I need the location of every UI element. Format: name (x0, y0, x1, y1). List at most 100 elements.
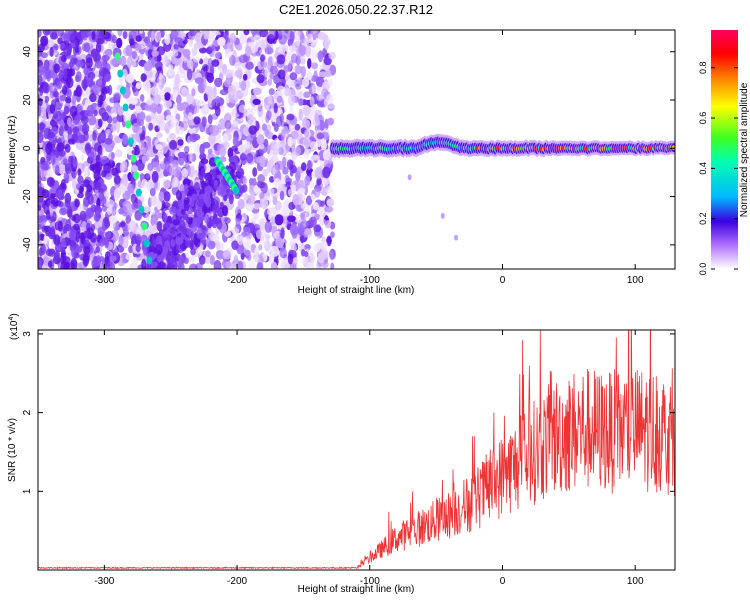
y-tick-label: -20 (22, 189, 33, 204)
noise-blob (43, 234, 48, 245)
noise-blob (56, 81, 62, 90)
noise-blob (264, 47, 274, 55)
noise-blob (275, 237, 284, 248)
noise-blob (181, 208, 186, 215)
noise-blob (286, 113, 295, 121)
noise-blob (222, 205, 228, 216)
noise-blob (278, 147, 284, 156)
noise-blob (113, 103, 121, 115)
noise-blob (97, 37, 105, 45)
noise-blob (145, 272, 149, 283)
noise-blob (144, 173, 151, 181)
noise-blob (85, 57, 93, 69)
colorbar-tick-label: 0.8 (698, 61, 708, 74)
scale-suffix: ) (9, 313, 20, 316)
noise-blob (156, 54, 162, 62)
noise-blob (148, 268, 151, 269)
noise-blob (268, 158, 274, 169)
noise-blob (77, 168, 82, 176)
noise-blob (46, 209, 51, 221)
colorbar-label: Normalized spectral amplitude (739, 82, 750, 217)
noise-blob (250, 30, 259, 36)
noise-blob (225, 261, 232, 269)
spectrogram-frame (37, 29, 676, 270)
scale-exponent: 4 (8, 317, 15, 321)
noise-blob (317, 206, 325, 216)
noise-blob (164, 33, 171, 45)
noise-blob (74, 46, 80, 54)
noise-blob (126, 56, 133, 69)
noise-blob (224, 30, 229, 36)
noise-blob (52, 211, 57, 222)
noise-blob (47, 260, 53, 268)
noise-blob (77, 175, 84, 185)
noise-blob (245, 240, 250, 250)
noise-blob (59, 207, 67, 216)
noise-blob (58, 164, 67, 175)
noise-blob (237, 198, 245, 210)
noise-blob (91, 30, 96, 41)
noise-blob (329, 248, 336, 260)
noise-blob (258, 38, 267, 49)
noise-blob (270, 216, 276, 225)
noise-blob (280, 128, 286, 141)
noise-blob (254, 255, 259, 263)
noise-blob (76, 59, 84, 68)
noise-blob (159, 273, 163, 280)
colorbar-tick-label: 0.0 (698, 263, 708, 276)
noise-blob (200, 103, 210, 115)
noise-blob (50, 32, 58, 40)
noise-blob (110, 58, 119, 66)
noise-blob (252, 203, 261, 210)
noise-blob (84, 142, 92, 154)
noise-blob (89, 93, 97, 102)
noise-blob (259, 30, 269, 38)
noise-blob (150, 261, 159, 269)
noise-blob (158, 261, 166, 269)
noise-blob (155, 114, 164, 125)
noise-blob (143, 61, 153, 72)
noise-blob (122, 190, 131, 201)
noise-blob (215, 95, 221, 104)
noise-blob (42, 30, 51, 36)
stray-speck (440, 212, 445, 219)
noise-blob (121, 68, 128, 80)
noise-blob (237, 236, 244, 246)
signal-peak (671, 145, 675, 151)
noise-blob (175, 190, 182, 201)
noise-blob (56, 189, 63, 199)
noise-blob (84, 110, 90, 118)
noise-blob (232, 120, 239, 128)
noise-blob (41, 162, 47, 171)
noise-blob (160, 272, 167, 279)
noise-blob (330, 262, 335, 269)
noise-blob (323, 250, 329, 260)
noise-blob (151, 50, 159, 57)
noise-blob (237, 144, 246, 153)
noise-blob (148, 122, 154, 131)
noise-blob (87, 193, 94, 205)
noise-blob (63, 45, 72, 57)
noise-blob (214, 77, 223, 88)
noise-blob (274, 178, 281, 188)
noise-blob (188, 112, 193, 121)
noise-blob (80, 154, 85, 161)
noise-blob (276, 95, 283, 103)
noise-blob (310, 193, 316, 201)
noise-blob (314, 112, 319, 124)
noise-blob (322, 47, 328, 58)
noise-blob (237, 260, 244, 269)
noise-blob (145, 142, 151, 150)
noise-blob (227, 42, 235, 50)
noise-blob (83, 245, 91, 255)
noise-blob (155, 166, 161, 173)
noise-blob (55, 164, 60, 176)
noise-blob (38, 131, 44, 143)
noise-blob (317, 252, 325, 264)
noise-blob (73, 223, 80, 231)
noise-blob (275, 160, 284, 171)
noise-blob (125, 44, 133, 57)
noise-blob (123, 111, 131, 124)
noise-blob (252, 87, 262, 96)
noise-blob (140, 147, 147, 154)
